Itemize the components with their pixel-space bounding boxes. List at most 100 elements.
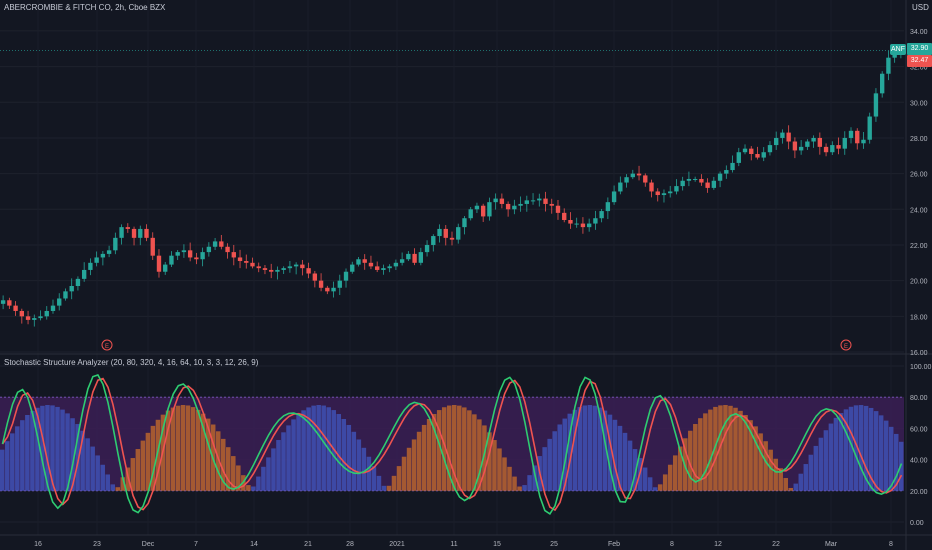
last-price-badge: 32.90 (907, 43, 932, 55)
histogram-bar (140, 440, 146, 491)
osc-tick-label: 40.00 (910, 458, 928, 465)
candle (125, 223, 130, 233)
candle (331, 281, 336, 298)
histogram-bar (115, 487, 121, 491)
histogram-bar (788, 487, 794, 491)
time-tick-label: Feb (608, 541, 620, 548)
candle (7, 297, 12, 309)
histogram-bar (883, 420, 889, 491)
candle-body (57, 298, 62, 306)
histogram-bar (878, 415, 884, 491)
candle (830, 141, 835, 155)
candle (44, 306, 49, 320)
candle (187, 242, 193, 262)
candle (505, 201, 511, 217)
candle-body (94, 257, 99, 263)
histogram-bar (843, 409, 849, 491)
candle (100, 251, 106, 266)
candle (437, 224, 442, 243)
histogram-bar (15, 426, 20, 491)
histogram-bar (873, 411, 879, 491)
candle (861, 131, 866, 149)
histogram-bar (0, 449, 5, 491)
price-tick-label: 28.00 (910, 136, 928, 143)
candle (375, 261, 380, 273)
candle-body (767, 145, 773, 153)
candle-body (100, 253, 106, 258)
candle-body (668, 191, 673, 194)
candle (269, 263, 274, 279)
histogram-bar (793, 483, 799, 491)
time-tick-label: Dec (142, 541, 155, 548)
stoch-k-line (1, 374, 903, 516)
histogram-bar (376, 475, 382, 491)
histogram-bar (823, 430, 829, 491)
histogram-bar (808, 454, 814, 491)
candle-body (873, 93, 879, 117)
candle-body (456, 227, 461, 240)
histogram-bar (532, 465, 537, 491)
candle (649, 179, 654, 198)
candle-body (194, 257, 199, 260)
candle (13, 301, 18, 316)
candle-body (792, 141, 798, 151)
histogram-bar (155, 419, 161, 491)
time-tick-label: 14 (250, 541, 258, 548)
price-tick-label: 20.00 (910, 279, 928, 286)
candle (692, 176, 698, 182)
candle-body (549, 203, 554, 206)
candle (611, 185, 617, 205)
histogram-bar (657, 484, 663, 491)
indicator-title[interactable]: Stochastic Structure Analyzer (20, 80, 3… (4, 358, 259, 367)
candle (711, 176, 717, 190)
candle-body (212, 241, 218, 247)
price-candles[interactable] (0, 44, 904, 327)
candle-body (231, 252, 236, 258)
price-tick-label: 32.00 (910, 65, 928, 72)
candle-body (38, 316, 43, 319)
time-tick-label: 15 (493, 541, 501, 548)
candle-body (412, 253, 417, 263)
histogram-bar (416, 431, 422, 491)
histogram-bar (587, 405, 593, 491)
candle-body (418, 252, 424, 263)
candle (780, 129, 785, 144)
candle (381, 264, 386, 275)
histogram-bar (40, 405, 45, 491)
candle (113, 232, 118, 255)
histogram-bar (356, 439, 362, 491)
histogram-bar (70, 418, 75, 491)
candle-body (181, 250, 187, 253)
candle (574, 217, 579, 228)
earnings-marker[interactable]: E (840, 339, 852, 351)
candle-body (219, 241, 224, 247)
candle (655, 188, 660, 202)
histogram-bar (95, 455, 100, 491)
histogram-bar (457, 405, 462, 491)
candle-body (293, 264, 299, 267)
candle (88, 258, 93, 276)
histogram-bar (205, 418, 211, 491)
candle (287, 260, 293, 273)
candle-body (593, 218, 598, 224)
candle-body (368, 262, 374, 267)
osc-tick-label: 0.00 (910, 520, 924, 527)
candle (586, 218, 592, 232)
symbol-title[interactable]: ABERCROMBIE & FITCH CO, 2h, Cboe BZX (4, 3, 166, 12)
histogram-bar (150, 425, 156, 491)
ticker-badge-label: ANF (891, 46, 905, 53)
candle (817, 132, 823, 155)
earnings-marker[interactable]: E (101, 339, 113, 351)
histogram-bar (452, 405, 457, 491)
histogram-bar (758, 433, 763, 491)
candle (75, 276, 81, 291)
histogram-bar (557, 424, 562, 491)
candle (755, 146, 760, 160)
candle-body (119, 227, 124, 238)
histogram-bar (105, 474, 110, 491)
histogram-bar (50, 405, 55, 491)
candle-body (113, 237, 118, 251)
